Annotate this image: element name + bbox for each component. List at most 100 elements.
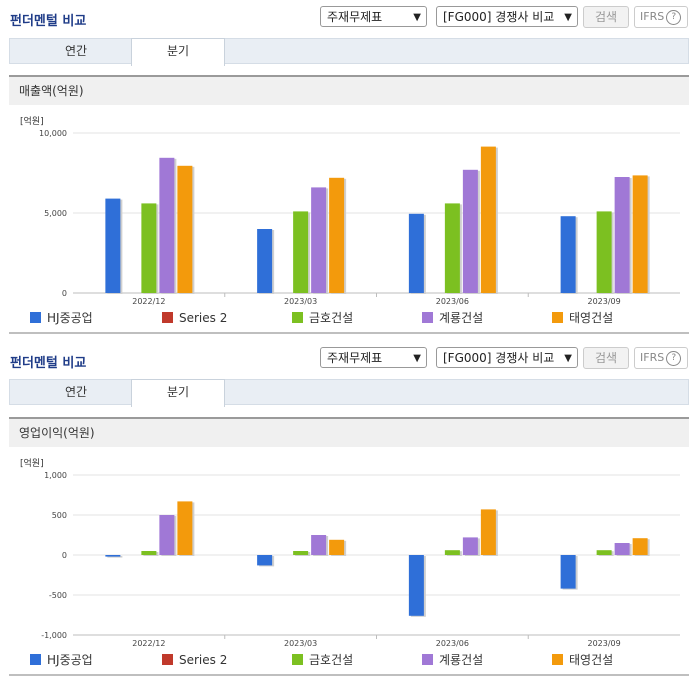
bar — [177, 165, 193, 293]
unit-label: [억원] — [20, 459, 44, 469]
panel-revenue: 펀더멘털 비교 주재무제표 ▼ [FG000] 경쟁사 비교 ▼ 검색 IFRS? … — [9, 6, 689, 334]
bar — [105, 555, 121, 557]
bar — [159, 515, 175, 555]
x-tick-label: 2022/12 — [132, 639, 165, 648]
x-tick-label: 2023/03 — [284, 639, 317, 648]
divider — [9, 332, 689, 334]
legend-swatch — [552, 312, 563, 323]
help-icon: ? — [666, 350, 682, 366]
legend-label: 금호건설 — [309, 311, 354, 325]
legend-label: Series 2 — [179, 311, 228, 325]
bar — [596, 211, 612, 293]
legend-swatch — [162, 654, 173, 665]
bar — [141, 203, 157, 293]
revenue-chart: 0 5,000 10,000 2022/12 2023/03 2023/06 2023/09 — [39, 129, 680, 306]
legend-item[interactable]: 태영건설 — [552, 310, 613, 326]
bar — [408, 213, 424, 293]
y-tick-label: 0 — [62, 289, 67, 298]
bar — [560, 216, 576, 293]
bar — [311, 187, 327, 293]
x-tick-label: 2023/03 — [284, 297, 317, 306]
y-tick-label: -1,000 — [41, 631, 67, 640]
bar — [105, 198, 121, 293]
comparison-select[interactable]: [FG000] 경쟁사 비교 ▼ — [436, 6, 578, 27]
y-tick-label: 5,000 — [44, 209, 67, 218]
bar — [329, 539, 345, 555]
legend-item[interactable]: HJ중공업 — [30, 652, 93, 668]
panel-operating-profit: 펀더멘털 비교 주재무제표 ▼ [FG000] 경쟁사 비교 ▼ 검색 IFRS? … — [0, 342, 696, 684]
legend-swatch — [552, 654, 563, 665]
statement-type-select[interactable]: 주재무제표 ▼ — [320, 347, 427, 368]
legend-swatch — [162, 312, 173, 323]
bar — [329, 177, 345, 293]
divider — [9, 674, 689, 676]
y-tick-label: 10,000 — [39, 129, 67, 138]
bar — [293, 551, 309, 555]
bar — [311, 535, 327, 555]
chevron-down-icon: ▼ — [564, 353, 572, 364]
chevron-down-icon: ▼ — [413, 12, 421, 23]
y-tick-label: 500 — [52, 511, 67, 520]
bar — [632, 538, 648, 555]
legend-item[interactable]: 계룡건설 — [422, 652, 483, 668]
bar — [444, 203, 460, 293]
legend-label: 계룡건설 — [439, 653, 484, 667]
unit-label: [억원] — [20, 117, 44, 127]
chart-header: 영업이익(억원) — [9, 417, 689, 447]
comparison-select[interactable]: [FG000] 경쟁사 비교 ▼ — [436, 347, 578, 368]
bar — [480, 146, 496, 293]
bar — [444, 550, 460, 555]
x-tick-label: 2023/06 — [436, 639, 469, 648]
legend-label: HJ중공업 — [47, 653, 93, 667]
legend-item[interactable]: 계룡건설 — [422, 310, 483, 326]
legend-label: HJ중공업 — [47, 311, 93, 325]
y-tick-label: 1,000 — [44, 471, 67, 480]
x-tick-label: 2022/12 — [132, 297, 165, 306]
legend-swatch — [292, 654, 303, 665]
bar — [614, 543, 630, 555]
legend-swatch — [30, 312, 41, 323]
legend-item[interactable]: Series 2 — [162, 652, 227, 668]
legend-item[interactable]: Series 2 — [162, 310, 227, 326]
legend-label: Series 2 — [179, 653, 228, 667]
legend-item[interactable]: 금호건설 — [292, 310, 353, 326]
x-tick-label: 2023/09 — [588, 297, 621, 306]
chevron-down-icon: ▼ — [564, 12, 572, 23]
period-tabs: 연간 분기 — [9, 379, 689, 407]
legend-item[interactable]: 태영건설 — [552, 652, 613, 668]
period-tabs: 연간 분기 — [9, 38, 689, 66]
section-title: 펀더멘털 비교 — [10, 14, 87, 29]
ifrs-help-button[interactable]: IFRS? — [634, 6, 688, 28]
chart-legend: HJ중공업 Series 2 금호건설 계룡건설 태영건설 — [30, 310, 670, 326]
legend-item[interactable]: HJ중공업 — [30, 310, 93, 326]
bar — [293, 211, 309, 293]
y-tick-label: -500 — [49, 591, 67, 600]
y-tick-label: 0 — [62, 551, 67, 560]
ifrs-help-button[interactable]: IFRS? — [634, 347, 688, 369]
bar — [257, 229, 273, 293]
tab-annual[interactable]: 연간 — [64, 44, 88, 58]
legend-swatch — [30, 654, 41, 665]
section-title: 펀더멘털 비교 — [10, 356, 87, 371]
search-button[interactable]: 검색 — [583, 6, 629, 28]
bar — [159, 157, 175, 293]
bar — [462, 169, 478, 293]
x-tick-label: 2023/09 — [588, 639, 621, 648]
legend-item[interactable]: 금호건설 — [292, 652, 353, 668]
chart-header: 매출액(억원) — [9, 75, 689, 105]
bar — [177, 501, 193, 555]
tab-quarterly[interactable]: 분기 — [131, 379, 225, 407]
legend-label: 태영건설 — [569, 653, 614, 667]
chevron-down-icon: ▼ — [413, 353, 421, 364]
bar — [480, 509, 496, 555]
help-icon: ? — [666, 9, 682, 25]
chart-legend: HJ중공업 Series 2 금호건설 계룡건설 태영건설 — [30, 652, 670, 668]
bar — [632, 175, 648, 293]
tab-quarterly[interactable]: 분기 — [131, 38, 225, 66]
tab-annual[interactable]: 연간 — [64, 385, 88, 399]
search-button[interactable]: 검색 — [583, 347, 629, 369]
x-tick-label: 2023/06 — [436, 297, 469, 306]
statement-type-select[interactable]: 주재무제표 ▼ — [320, 6, 427, 27]
bar — [408, 555, 424, 616]
legend-label: 태영건설 — [569, 311, 614, 325]
